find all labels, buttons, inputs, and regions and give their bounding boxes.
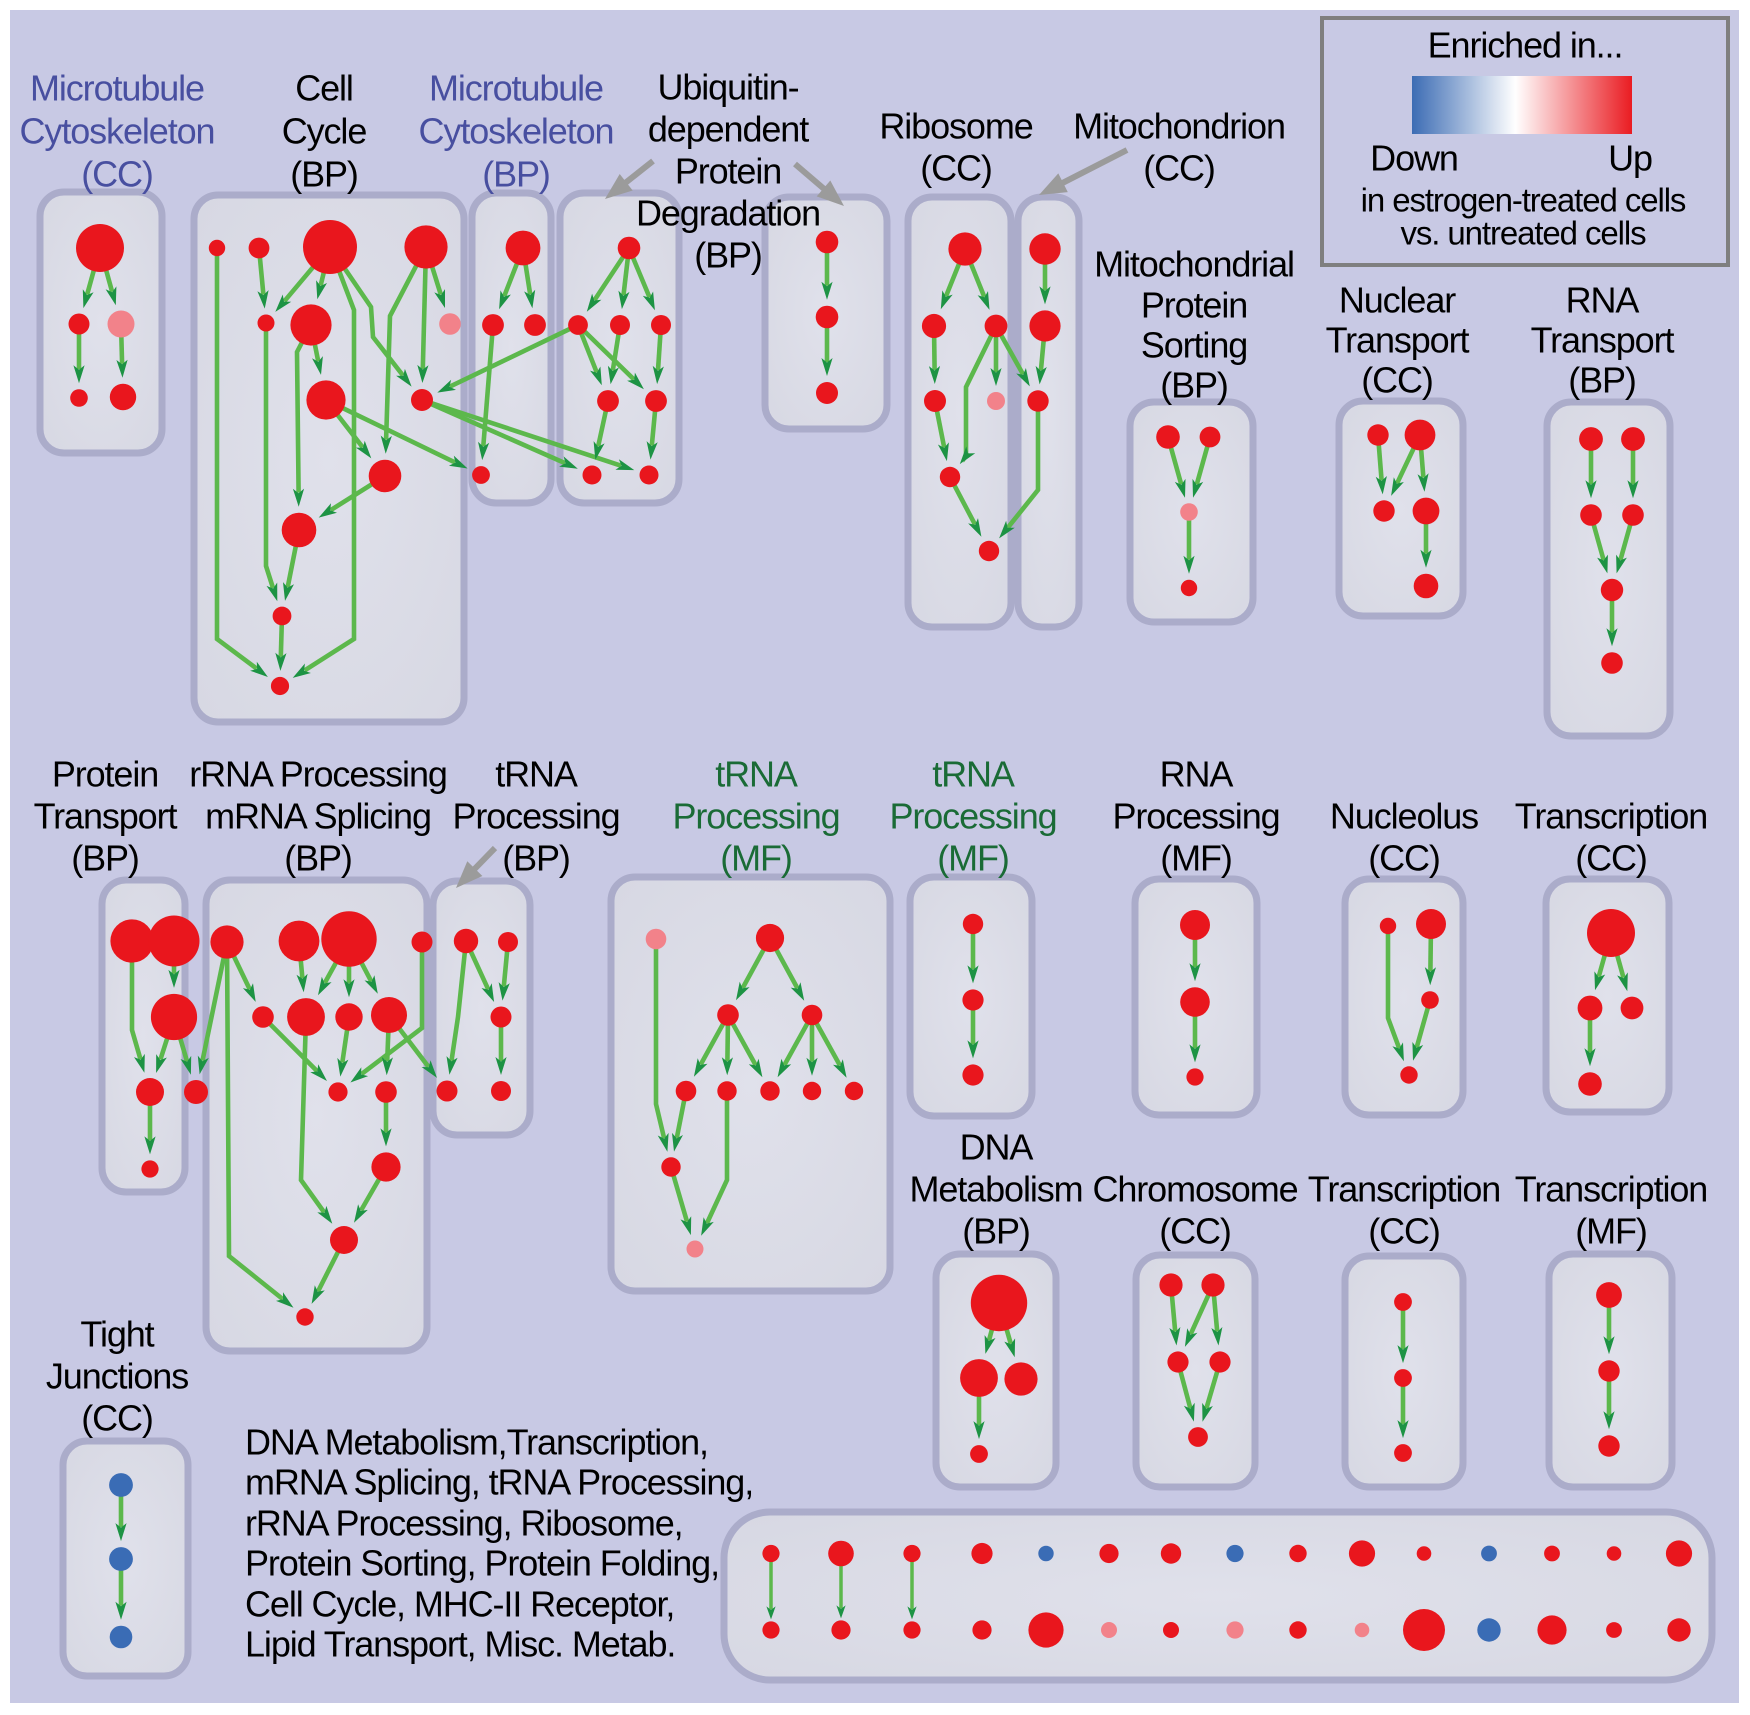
svg-text:Processing: Processing bbox=[1112, 796, 1279, 837]
svg-text:tRNA: tRNA bbox=[932, 754, 1015, 795]
svg-text:rRNA Processing, Ribosome,: rRNA Processing, Ribosome, bbox=[245, 1503, 683, 1544]
svg-text:(CC): (CC) bbox=[81, 1398, 153, 1439]
svg-text:(BP): (BP) bbox=[290, 154, 358, 195]
svg-text:(BP): (BP) bbox=[962, 1211, 1030, 1252]
svg-text:Transcription: Transcription bbox=[1515, 1169, 1707, 1210]
svg-text:Mitochondrial: Mitochondrial bbox=[1094, 244, 1294, 285]
svg-text:Processing: Processing bbox=[889, 796, 1056, 837]
svg-text:Protein: Protein bbox=[1141, 285, 1247, 326]
svg-text:tRNA: tRNA bbox=[715, 754, 798, 795]
svg-text:Transport: Transport bbox=[34, 796, 178, 837]
svg-text:(BP): (BP) bbox=[1568, 360, 1636, 401]
svg-text:(MF): (MF) bbox=[720, 838, 792, 879]
svg-text:(CC): (CC) bbox=[1368, 838, 1440, 879]
svg-text:(CC): (CC) bbox=[1368, 1211, 1440, 1252]
svg-text:Metabolism: Metabolism bbox=[909, 1169, 1082, 1210]
svg-text:Processing: Processing bbox=[452, 796, 619, 837]
svg-text:Chromosome: Chromosome bbox=[1092, 1169, 1297, 1210]
svg-text:(CC): (CC) bbox=[1575, 838, 1647, 879]
svg-text:(BP): (BP) bbox=[482, 154, 550, 195]
svg-text:mRNA Splicing: mRNA Splicing bbox=[205, 796, 431, 837]
svg-text:Junctions: Junctions bbox=[46, 1356, 188, 1397]
svg-text:Transcription: Transcription bbox=[1308, 1169, 1500, 1210]
svg-text:Enriched in...: Enriched in... bbox=[1428, 25, 1623, 66]
svg-text:Protein Sorting, Protein Foldi: Protein Sorting, Protein Folding, bbox=[245, 1543, 719, 1584]
svg-text:(MF): (MF) bbox=[937, 838, 1009, 879]
svg-text:(BP): (BP) bbox=[694, 235, 762, 276]
svg-text:Nuclear: Nuclear bbox=[1339, 280, 1456, 321]
svg-text:Cell: Cell bbox=[295, 68, 353, 109]
svg-text:(CC): (CC) bbox=[920, 148, 992, 189]
svg-text:Mitochondrion: Mitochondrion bbox=[1073, 106, 1285, 147]
svg-text:Transcription: Transcription bbox=[1515, 796, 1707, 837]
svg-text:(BP): (BP) bbox=[71, 838, 139, 879]
svg-text:Microtubule: Microtubule bbox=[429, 68, 603, 109]
svg-text:Down: Down bbox=[1370, 138, 1458, 179]
svg-text:Microtubule: Microtubule bbox=[30, 68, 204, 109]
svg-text:in estrogen-treated cells: in estrogen-treated cells bbox=[1361, 182, 1686, 219]
svg-text:Cell Cycle, MHC-II Receptor,: Cell Cycle, MHC-II Receptor, bbox=[245, 1584, 674, 1625]
svg-text:RNA: RNA bbox=[1160, 754, 1234, 795]
svg-text:DNA: DNA bbox=[960, 1127, 1034, 1168]
svg-text:Sorting: Sorting bbox=[1141, 325, 1247, 366]
svg-text:Processing: Processing bbox=[672, 796, 839, 837]
svg-text:Cycle: Cycle bbox=[282, 111, 367, 152]
svg-text:Lipid Transport, Misc. Metab.: Lipid Transport, Misc. Metab. bbox=[245, 1624, 675, 1665]
svg-text:Degradation: Degradation bbox=[636, 193, 820, 234]
svg-text:(CC): (CC) bbox=[1159, 1211, 1231, 1252]
svg-text:Tight: Tight bbox=[80, 1314, 154, 1355]
svg-text:Cytoskeleton: Cytoskeleton bbox=[20, 111, 215, 152]
svg-text:Transport: Transport bbox=[1531, 320, 1675, 361]
svg-text:(CC): (CC) bbox=[1361, 360, 1433, 401]
svg-text:Ubiquitin-: Ubiquitin- bbox=[657, 67, 798, 108]
svg-text:Up: Up bbox=[1608, 138, 1652, 179]
svg-text:DNA Metabolism,Transcription,: DNA Metabolism,Transcription, bbox=[245, 1422, 708, 1463]
svg-text:RNA: RNA bbox=[1566, 280, 1640, 321]
svg-text:Transport: Transport bbox=[1326, 320, 1470, 361]
svg-text:dependent: dependent bbox=[648, 109, 809, 150]
svg-text:Ribosome: Ribosome bbox=[879, 106, 1032, 147]
svg-text:Protein: Protein bbox=[52, 754, 158, 795]
svg-text:mRNA Splicing, tRNA Processing: mRNA Splicing, tRNA Processing, bbox=[245, 1462, 753, 1503]
svg-text:(MF): (MF) bbox=[1160, 838, 1232, 879]
svg-text:(CC): (CC) bbox=[81, 154, 153, 195]
svg-text:Cytoskeleton: Cytoskeleton bbox=[419, 111, 614, 152]
svg-text:Nucleolus: Nucleolus bbox=[1330, 796, 1478, 837]
svg-text:(BP): (BP) bbox=[502, 838, 570, 879]
svg-text:(MF): (MF) bbox=[1575, 1211, 1647, 1252]
svg-text:rRNA Processing: rRNA Processing bbox=[189, 754, 447, 795]
svg-text:tRNA: tRNA bbox=[495, 754, 578, 795]
svg-text:(BP): (BP) bbox=[284, 838, 352, 879]
svg-text:Protein: Protein bbox=[675, 151, 781, 192]
svg-text:(BP): (BP) bbox=[1160, 365, 1228, 406]
svg-text:vs. untreated cells: vs. untreated cells bbox=[1400, 215, 1646, 252]
svg-text:(CC): (CC) bbox=[1143, 148, 1215, 189]
